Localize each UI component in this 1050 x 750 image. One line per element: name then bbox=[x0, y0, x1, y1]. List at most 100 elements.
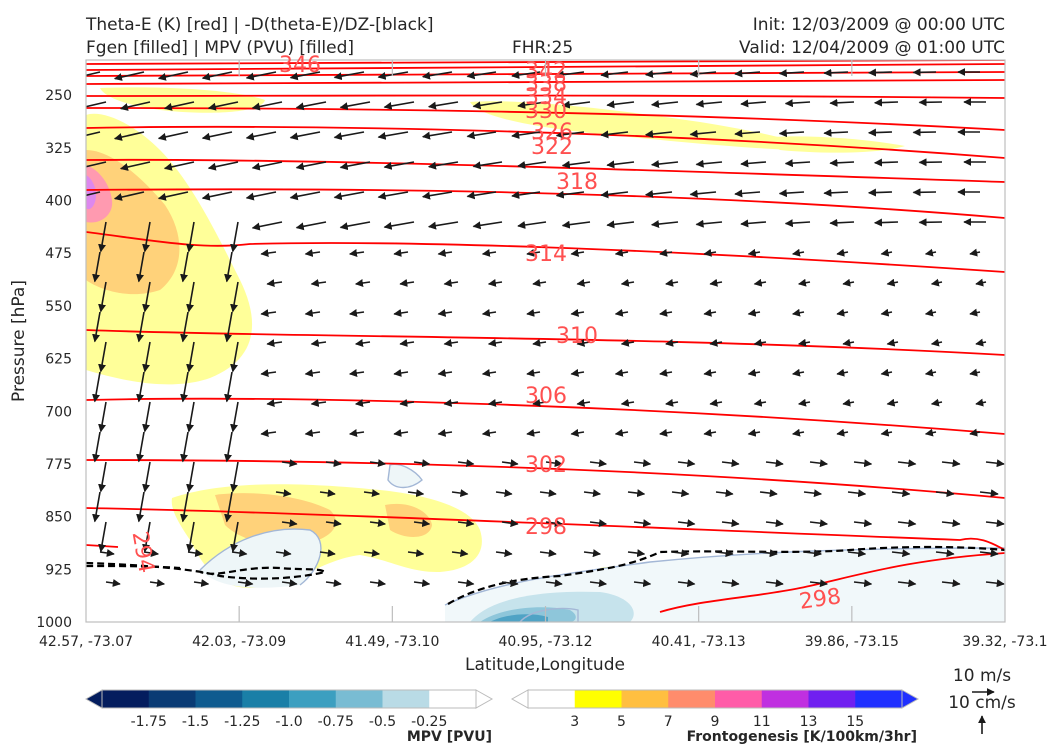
wind-vector bbox=[792, 368, 805, 377]
colorbar-swatch bbox=[382, 690, 430, 708]
wind-vector bbox=[399, 279, 415, 287]
wind-vector bbox=[487, 278, 503, 287]
wind-vector bbox=[561, 100, 591, 109]
theta-e-contour-label: 302 bbox=[525, 453, 567, 478]
wind-vector bbox=[747, 428, 761, 437]
theta-e-contour-label: 314 bbox=[525, 242, 567, 267]
colorbar-tick-label: -1.0 bbox=[275, 714, 302, 730]
wind-vector bbox=[703, 368, 717, 377]
wind-vector bbox=[747, 308, 761, 317]
wind-vector bbox=[230, 341, 239, 373]
colorbar-tick-label: -0.75 bbox=[318, 714, 354, 730]
y-tick-label: 400 bbox=[45, 194, 72, 210]
x-tick-label: 39.32, -73.1 bbox=[962, 634, 1047, 650]
colorbar-tick-label: -0.25 bbox=[411, 714, 447, 730]
wind-vector bbox=[230, 281, 239, 313]
wind-vector bbox=[142, 401, 151, 433]
wind-vector bbox=[721, 459, 740, 468]
colorbar-tick-label: 5 bbox=[617, 714, 626, 730]
wind-vector bbox=[481, 248, 497, 257]
wind-vector bbox=[413, 459, 431, 468]
wind-vector bbox=[853, 519, 873, 528]
wind-vector bbox=[119, 161, 151, 171]
wind-vector bbox=[886, 398, 899, 407]
colorbar-swatch bbox=[574, 690, 622, 708]
wind-vector bbox=[753, 338, 767, 347]
wind-vector bbox=[798, 278, 811, 287]
wind-vector bbox=[186, 401, 195, 433]
wind-vector bbox=[495, 489, 513, 498]
wind-vector bbox=[481, 428, 497, 437]
wind-vector bbox=[289, 131, 321, 141]
y-tick-label: 1000 bbox=[36, 615, 72, 631]
wind-vector bbox=[511, 131, 541, 139]
wind-vector bbox=[481, 368, 497, 377]
colorbar-extend-right bbox=[475, 689, 494, 709]
title-line-1: Theta-E (K) [red] | -D(theta-E)/DZ-[blac… bbox=[86, 15, 434, 35]
wind-vector bbox=[472, 161, 503, 170]
wind-vector bbox=[260, 369, 277, 377]
wind-vector bbox=[237, 579, 254, 587]
colorbar-swatch bbox=[761, 690, 809, 708]
wind-vector bbox=[886, 338, 899, 347]
wind-vector bbox=[304, 429, 321, 437]
wind-vector bbox=[740, 219, 767, 228]
wind-vector bbox=[377, 71, 409, 80]
wind-vector bbox=[472, 101, 503, 110]
wind-vector bbox=[689, 189, 717, 198]
wind-vector bbox=[369, 519, 386, 528]
wind-vector bbox=[784, 219, 811, 228]
wind-vector bbox=[349, 429, 365, 437]
wind-vector bbox=[245, 131, 277, 141]
wind-vector bbox=[709, 278, 723, 287]
init-time: Init: 12/03/2009 @ 00:00 UTC bbox=[752, 15, 1005, 35]
wind-vector bbox=[422, 71, 453, 80]
wind-vector bbox=[526, 368, 541, 377]
wind-vector bbox=[941, 519, 961, 528]
wind-vector bbox=[319, 489, 336, 498]
wind-vector bbox=[645, 190, 673, 199]
wind-vector bbox=[422, 191, 453, 200]
wind-vector bbox=[113, 191, 145, 201]
wind-vector bbox=[136, 491, 145, 523]
stability-contours bbox=[86, 545, 1005, 605]
wind-vector bbox=[633, 459, 652, 468]
wind-vector bbox=[606, 100, 635, 109]
wind-vector bbox=[201, 71, 233, 81]
wind-vector bbox=[677, 519, 696, 528]
wind-vector bbox=[201, 131, 233, 141]
wind-vector bbox=[266, 339, 283, 347]
wind-vector bbox=[792, 248, 805, 257]
wind-vector bbox=[651, 220, 679, 229]
wind-vector bbox=[230, 521, 239, 553]
wind-vector bbox=[721, 579, 740, 588]
title-line-2: Fgen [filled] | MPV (PVU) [filled] bbox=[86, 38, 355, 58]
wind-vector bbox=[765, 579, 784, 588]
wind-vector bbox=[98, 281, 107, 313]
wind-vector bbox=[333, 191, 365, 201]
wind-vector bbox=[985, 519, 1005, 528]
colorbar-swatch bbox=[855, 690, 903, 708]
wind-vector bbox=[163, 161, 195, 171]
wind-vector bbox=[393, 369, 409, 377]
wind-vector bbox=[157, 71, 189, 81]
wind-vector bbox=[457, 519, 475, 528]
wind-vector bbox=[545, 519, 563, 528]
colorbar-swatch bbox=[242, 690, 290, 708]
theta-e-contour-label: 330 bbox=[525, 99, 567, 124]
wind-vector bbox=[765, 519, 784, 528]
wind-vector bbox=[224, 371, 233, 403]
wind-vector bbox=[689, 129, 717, 138]
wind-vector bbox=[466, 191, 497, 200]
vector-key-vertical-label: 10 cm/s bbox=[948, 693, 1016, 713]
frontogenesis-colorbar-label: Frontogenesis [K/100km/3hr] bbox=[687, 729, 917, 745]
wind-vector bbox=[180, 371, 189, 403]
y-axis-label: Pressure [hPa] bbox=[9, 280, 29, 402]
colorbar-frame bbox=[101, 689, 477, 709]
wind-vector bbox=[545, 579, 563, 588]
wind-vector bbox=[143, 549, 159, 557]
plot-area bbox=[86, 60, 1005, 622]
wind-vector bbox=[325, 519, 342, 528]
wind-vector bbox=[511, 71, 541, 79]
wind-vector bbox=[180, 251, 189, 283]
